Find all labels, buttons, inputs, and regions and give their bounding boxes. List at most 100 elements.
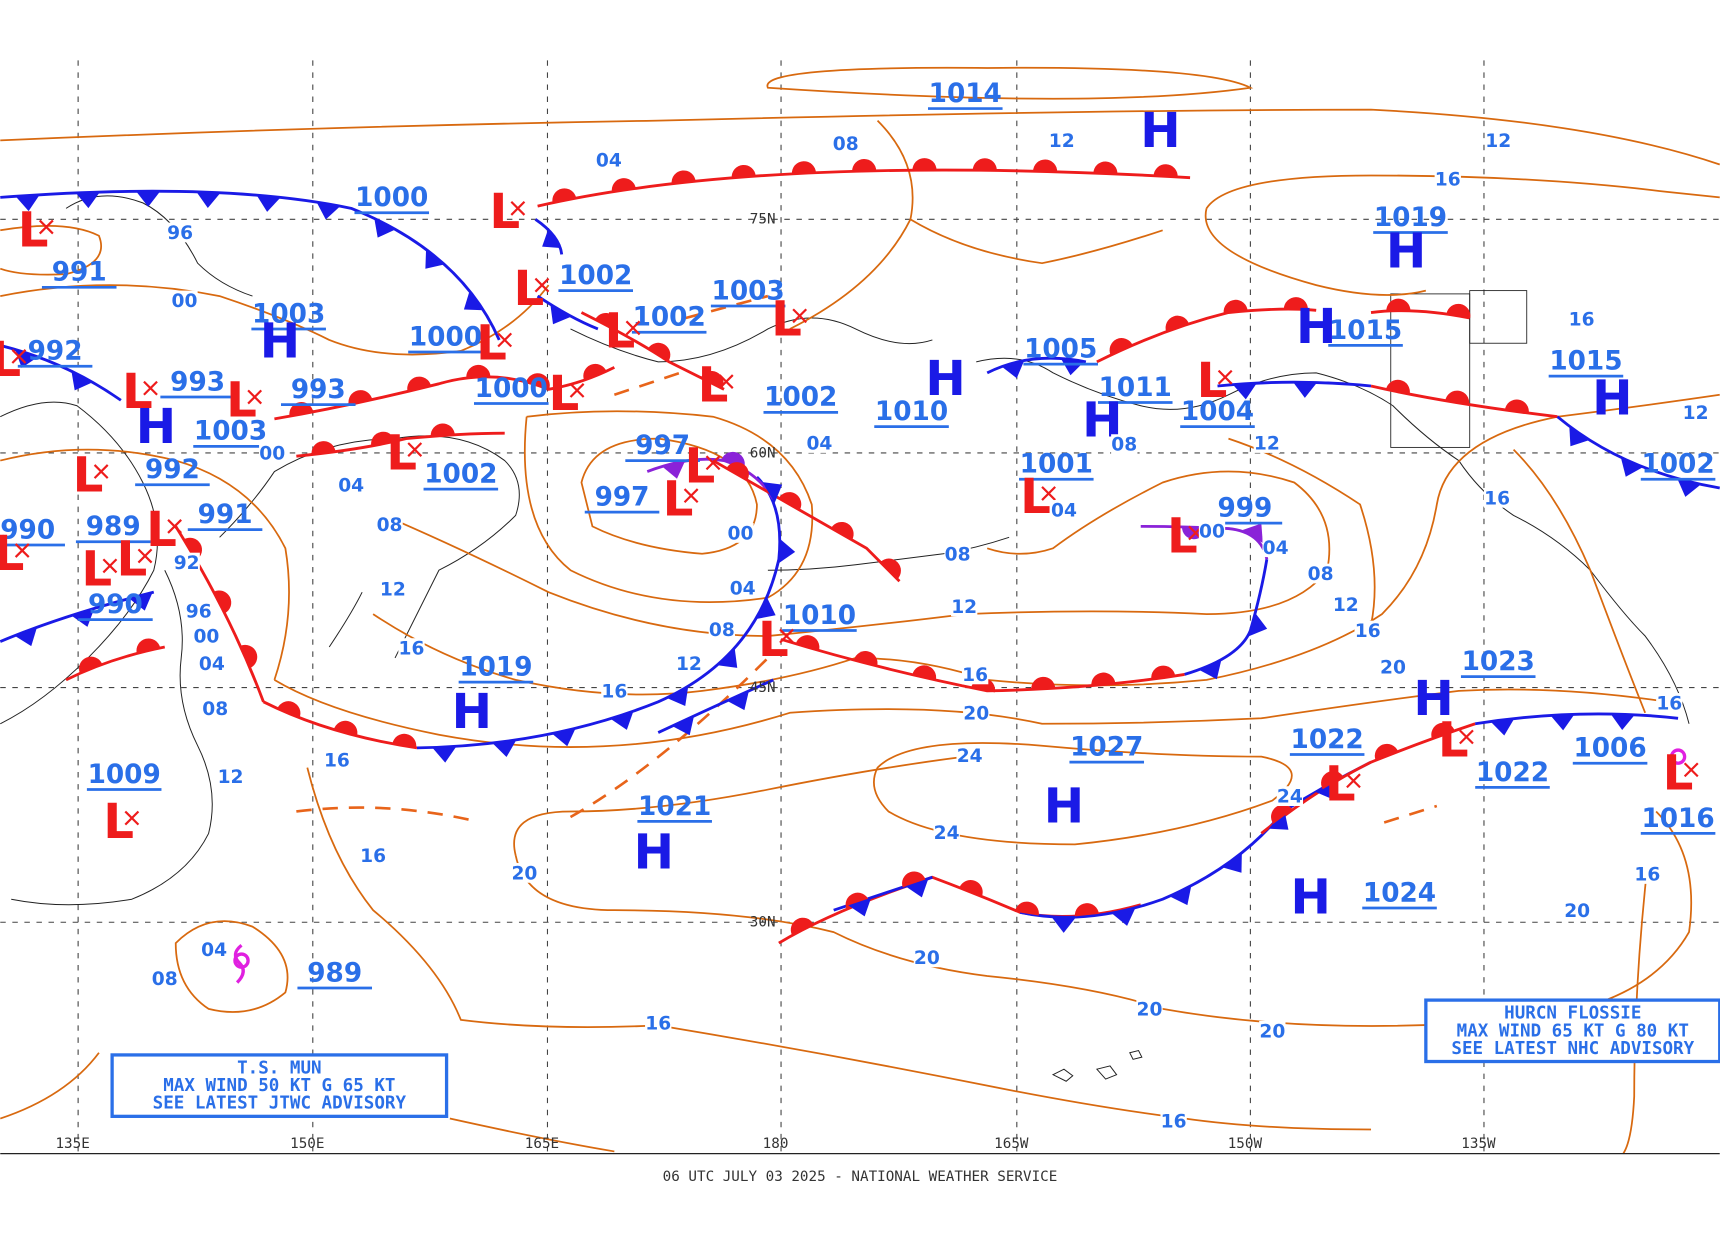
isobar-label-bg: [359, 845, 387, 866]
center-mark: [1683, 762, 1699, 778]
troughs: [296, 294, 1438, 824]
isobar-label: 08: [945, 544, 971, 565]
warm-front-pip: [1504, 399, 1529, 414]
isobar-label: 16: [645, 1014, 671, 1035]
warm-front-pip: [407, 376, 432, 392]
isobar-label-bg: [173, 552, 200, 573]
warm-front-pip: [1223, 299, 1248, 313]
warm-front-pip: [392, 733, 417, 748]
advisory-line: MAX WIND 50 KT G 65 KT: [163, 1076, 395, 1096]
cold-front-pip: [463, 290, 484, 311]
isobar-label-bg: [1485, 130, 1512, 151]
pressure-center: H: [1386, 224, 1426, 280]
center-mark: [683, 488, 699, 504]
warm-front-pip: [1271, 804, 1293, 824]
pressure-label: 997: [635, 431, 690, 461]
isobar-label-bg: [708, 619, 735, 640]
cold-front-pip: [316, 202, 341, 220]
isobar-label-bg: [376, 514, 403, 535]
center-mark: [569, 383, 585, 398]
isobar-label: 12: [380, 579, 406, 600]
isobar-label-bg: [202, 698, 229, 719]
cold-front-pip: [136, 191, 161, 207]
pressure-label: 1014: [929, 79, 1002, 109]
warm-front-pip: [595, 312, 618, 331]
center-mark: [705, 455, 721, 471]
warm-front-pip: [1374, 743, 1399, 761]
isobar-label-bg: [1564, 900, 1591, 921]
isobar-label-bg: [171, 290, 198, 311]
isobar-label: 96: [186, 601, 212, 622]
isobar-label: 20: [1380, 657, 1406, 678]
isobar-label: 24: [957, 746, 983, 767]
isobar-label-bg: [961, 664, 989, 685]
isobar-label: 16: [1161, 1111, 1187, 1132]
pressure-center: H: [1592, 371, 1632, 427]
isobar-label: 04: [338, 475, 364, 496]
isobar-label-bg: [1259, 1020, 1286, 1041]
warm-front-pip: [1031, 676, 1056, 690]
cold-front-pip: [1169, 885, 1192, 906]
pressure-center: H: [1291, 869, 1331, 925]
isobar-label-bg: [1160, 1110, 1187, 1131]
pressure-label: 1009: [88, 760, 161, 790]
isobar-label-bg: [1111, 434, 1138, 454]
cold-front-pip: [1232, 383, 1257, 400]
isobar-label: 20: [511, 863, 537, 884]
isobar-label-bg: [933, 822, 960, 843]
isobar-label: 08: [152, 969, 178, 990]
warm-front-pip: [1165, 315, 1190, 332]
warm-front-pip: [1445, 390, 1470, 405]
cold-front-pip: [1490, 718, 1515, 736]
cold-front-pip: [1060, 358, 1085, 376]
warm-front-pip: [311, 441, 336, 455]
isobar-label-bg: [323, 750, 351, 770]
pressure-label: 1000: [355, 183, 428, 213]
warm-front-pip: [1385, 379, 1410, 395]
pressure-label: 1027: [1070, 733, 1143, 763]
cold-front-pip: [778, 538, 796, 564]
pressure-label: 992: [145, 455, 200, 485]
center-mark: [1217, 369, 1233, 385]
isobar-label: 12: [1333, 595, 1359, 616]
cold-front-pip: [432, 746, 457, 763]
cold-front-pip: [1610, 713, 1635, 730]
warm-front-pip: [671, 170, 696, 184]
footer-text: 06 UTC JULY 03 2025 - NATIONAL WEATHER S…: [663, 1169, 1058, 1185]
isobar-label-bg: [200, 939, 228, 960]
pressure-label: 1000: [409, 322, 482, 352]
center-mark: [510, 201, 526, 216]
pressure-center: H: [1296, 299, 1336, 355]
pressure-center: H: [136, 399, 176, 455]
center-mark: [247, 389, 263, 405]
labels: 135E 150E 165E 180 165W 150W 135W 75N 60N 45N 30N 1…: [0, 79, 1716, 1152]
cold-front-pip: [1569, 426, 1590, 447]
isobar-label: 08: [377, 515, 403, 536]
cold-front-pip: [1051, 917, 1076, 933]
cold-front-pip: [550, 304, 572, 325]
longitude-label: 135E: [55, 1136, 89, 1152]
isobar-label: 08: [202, 699, 228, 720]
isobar-label: 20: [1259, 1021, 1285, 1042]
advisory-box: [110, 1053, 449, 1118]
isobar-label-bg: [645, 1013, 672, 1034]
isobar-label: 16: [1355, 621, 1381, 642]
pressure-label: 1022: [1476, 758, 1549, 788]
cold-front-pip: [542, 227, 562, 249]
isobar-label: 16: [1634, 865, 1660, 886]
cold-front-pip: [1550, 714, 1575, 731]
pressure-center: H: [1140, 103, 1180, 159]
pressure-label: 1011: [1099, 373, 1172, 403]
isobar-label: 04: [199, 654, 225, 675]
pressure-label: 1019: [459, 653, 532, 683]
isobar-label: 08: [709, 620, 735, 641]
pressure-label: 1005: [1024, 334, 1097, 364]
isobar-label: 12: [1683, 403, 1709, 424]
warm-front-pip: [1151, 665, 1176, 680]
isobar-label: 20: [963, 703, 989, 724]
center-mark: [792, 308, 808, 324]
center-mark: [407, 442, 423, 457]
warm-front-pip: [880, 558, 901, 580]
center-mark: [625, 320, 641, 336]
